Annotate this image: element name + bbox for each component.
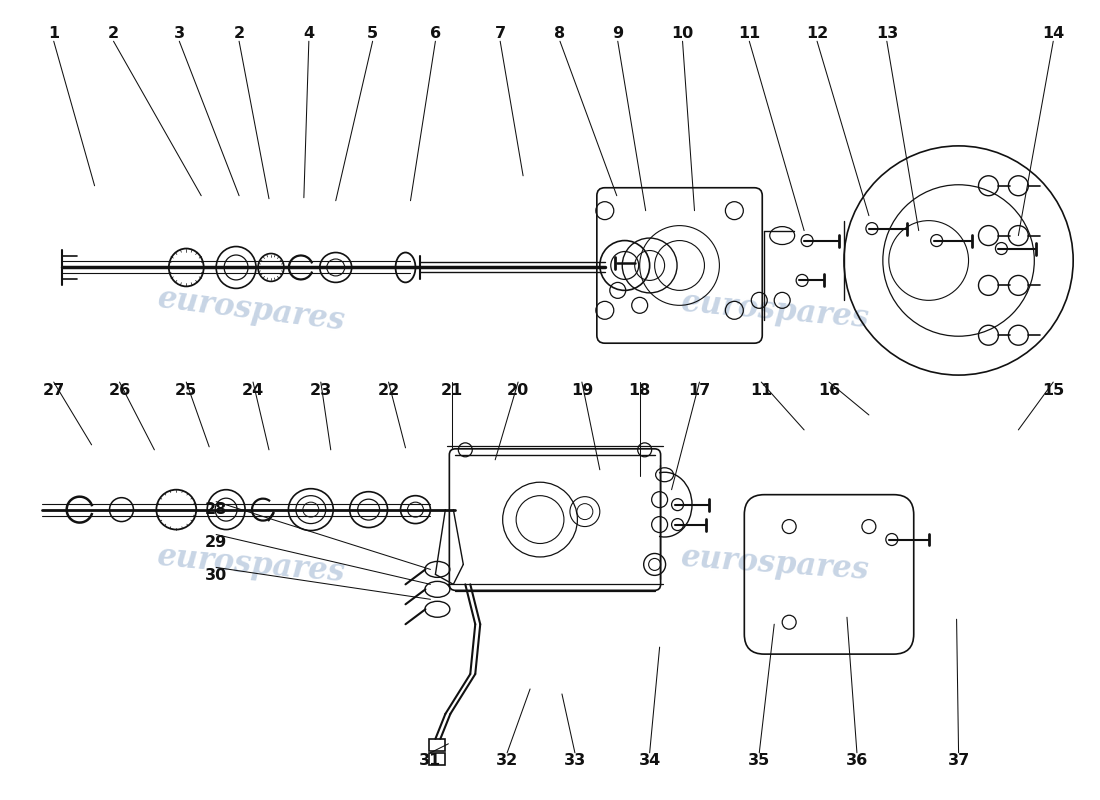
Text: eurospares: eurospares (156, 283, 348, 338)
Text: 30: 30 (205, 568, 228, 583)
Text: 4: 4 (304, 26, 315, 41)
Text: 3: 3 (174, 26, 185, 41)
Text: 31: 31 (419, 754, 441, 768)
Text: 16: 16 (818, 382, 840, 398)
Text: 5: 5 (367, 26, 378, 41)
Text: 2: 2 (108, 26, 119, 41)
Text: 37: 37 (947, 754, 970, 768)
Text: 29: 29 (205, 535, 228, 550)
Text: 12: 12 (806, 26, 828, 41)
Text: 13: 13 (876, 26, 898, 41)
Text: 11: 11 (738, 26, 760, 41)
Text: eurospares: eurospares (680, 286, 870, 334)
Text: 24: 24 (242, 382, 264, 398)
Text: 10: 10 (671, 26, 694, 41)
Text: 7: 7 (495, 26, 506, 41)
Text: 9: 9 (613, 26, 624, 41)
Text: 1: 1 (48, 26, 59, 41)
Text: 23: 23 (310, 382, 332, 398)
Text: 25: 25 (175, 382, 197, 398)
Text: 19: 19 (571, 382, 593, 398)
Text: 27: 27 (43, 382, 65, 398)
Text: 11: 11 (750, 382, 772, 398)
Text: eurospares: eurospares (156, 541, 348, 588)
Text: 26: 26 (109, 382, 131, 398)
Text: 2: 2 (233, 26, 244, 41)
Text: 22: 22 (377, 382, 399, 398)
Bar (429, 753, 446, 765)
Text: 18: 18 (628, 382, 651, 398)
Text: eurospares: eurospares (680, 542, 870, 586)
Text: 28: 28 (205, 502, 228, 517)
Text: 34: 34 (638, 754, 661, 768)
Text: 35: 35 (748, 754, 770, 768)
Text: 6: 6 (430, 26, 441, 41)
Text: 32: 32 (496, 754, 518, 768)
Text: 14: 14 (1042, 26, 1065, 41)
Bar (429, 739, 446, 750)
Text: 36: 36 (846, 754, 868, 768)
Text: 8: 8 (554, 26, 565, 41)
Text: 20: 20 (507, 382, 529, 398)
Text: 15: 15 (1042, 382, 1065, 398)
Text: 17: 17 (689, 382, 711, 398)
Text: 21: 21 (441, 382, 463, 398)
Text: 33: 33 (564, 754, 586, 768)
